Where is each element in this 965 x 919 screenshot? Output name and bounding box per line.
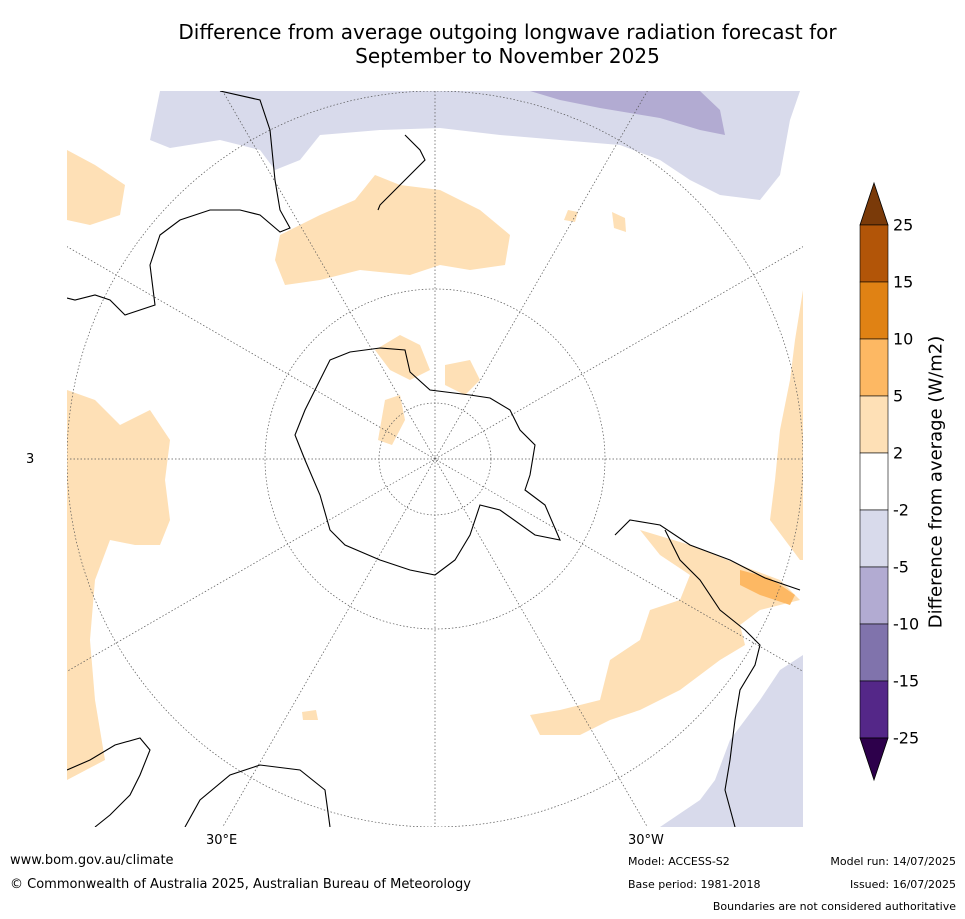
- graticule-meridian-6: [67, 246, 803, 672]
- map-title: Difference from average outgoing longwav…: [100, 20, 915, 68]
- coastline-australia: [67, 91, 291, 316]
- colorbar-tick-label: 10: [893, 329, 914, 349]
- footer-disclaimer: Boundaries are not considered authoritat…: [712, 900, 956, 913]
- coastline-south-africa: [184, 764, 331, 827]
- anomaly-region-positive-south-america-strong: [740, 570, 795, 605]
- footer-model-run: Model run: 14/07/2025: [830, 855, 956, 868]
- coastline-new-zealand: [377, 134, 426, 211]
- graticule-meridian-5: [67, 246, 803, 672]
- colorbar-tick-label: 2: [893, 443, 904, 463]
- colorbar-extend-bottom: [859, 737, 889, 782]
- graticule-meridian-4: [222, 91, 648, 827]
- anomaly-region-positive-weddell: [445, 360, 480, 395]
- anomaly-region-positive-east: [770, 290, 803, 560]
- coastline-africa: [67, 737, 151, 827]
- anomaly-region-positive-west: [67, 390, 170, 780]
- map-title-line1: Difference from average outgoing longwav…: [178, 20, 837, 44]
- colorbar-tick-label: -5: [893, 557, 909, 577]
- anomaly-region-positive-small-3: [302, 710, 318, 720]
- graticule-meridian-3: [222, 91, 648, 827]
- colorbar-segment: [859, 338, 889, 397]
- colorbar-tick-label: -2: [893, 500, 909, 520]
- colorbar-tick-label: -10: [893, 614, 920, 634]
- anomaly-region-positive-northwest: [67, 150, 125, 225]
- anomaly-region-positive-south-america: [530, 530, 800, 735]
- anomaly-region-negative-southeast: [660, 655, 803, 827]
- colorbar-segment: [859, 509, 889, 568]
- colorbar-segment: [859, 395, 889, 454]
- graticule-circle-2: [264, 288, 606, 630]
- coastline-antarctica: [294, 347, 561, 576]
- colorbar-tick-label: 25: [893, 215, 914, 235]
- colorbar: [859, 181, 889, 782]
- colorbar-segment: [859, 680, 889, 739]
- footer-website[interactable]: www.bom.gov.au/climate: [10, 853, 174, 868]
- colorbar-tick-label: 15: [893, 272, 914, 292]
- lon-label-30e: 30°E: [206, 833, 238, 848]
- colorbar-segment: [859, 224, 889, 283]
- colorbar-segment: [859, 623, 889, 682]
- footer-base-period: Base period: 1981-2018: [628, 878, 761, 891]
- colorbar-tick-label: 5: [893, 386, 904, 406]
- footer-model: Model: ACCESS-S2: [628, 855, 730, 868]
- lat-label-30s: 3: [26, 452, 35, 467]
- colorbar-title: Difference from average (W/m2): [925, 335, 947, 629]
- anomaly-region-negative-north-strong: [530, 91, 725, 135]
- footer-issued: Issued: 16/07/2025: [849, 878, 956, 891]
- colorbar-segment: [859, 452, 889, 511]
- anomaly-region-positive-antarctic-peninsula: [375, 335, 430, 380]
- colorbar-tick-label: -25: [893, 728, 920, 748]
- colorbar-tick-label: -15: [893, 671, 920, 691]
- anomaly-region-negative-north: [150, 91, 800, 200]
- anomaly-region-positive-australia: [275, 175, 510, 285]
- footer-copyright: © Commonwealth of Australia 2025, Austra…: [10, 877, 471, 892]
- coastline-south-america: [614, 519, 801, 827]
- anomaly-region-positive-small-2: [612, 212, 626, 232]
- anomaly-region-positive-ross: [378, 395, 405, 445]
- colorbar-extend-top: [859, 181, 889, 226]
- map-title-line2: September to November 2025: [355, 44, 660, 68]
- coastlines: [67, 91, 801, 827]
- anomaly-region-positive-small-1: [564, 210, 578, 222]
- lon-label-30w: 30°W: [628, 833, 664, 848]
- colorbar-segment: [859, 281, 889, 340]
- colorbar-segment: [859, 566, 889, 625]
